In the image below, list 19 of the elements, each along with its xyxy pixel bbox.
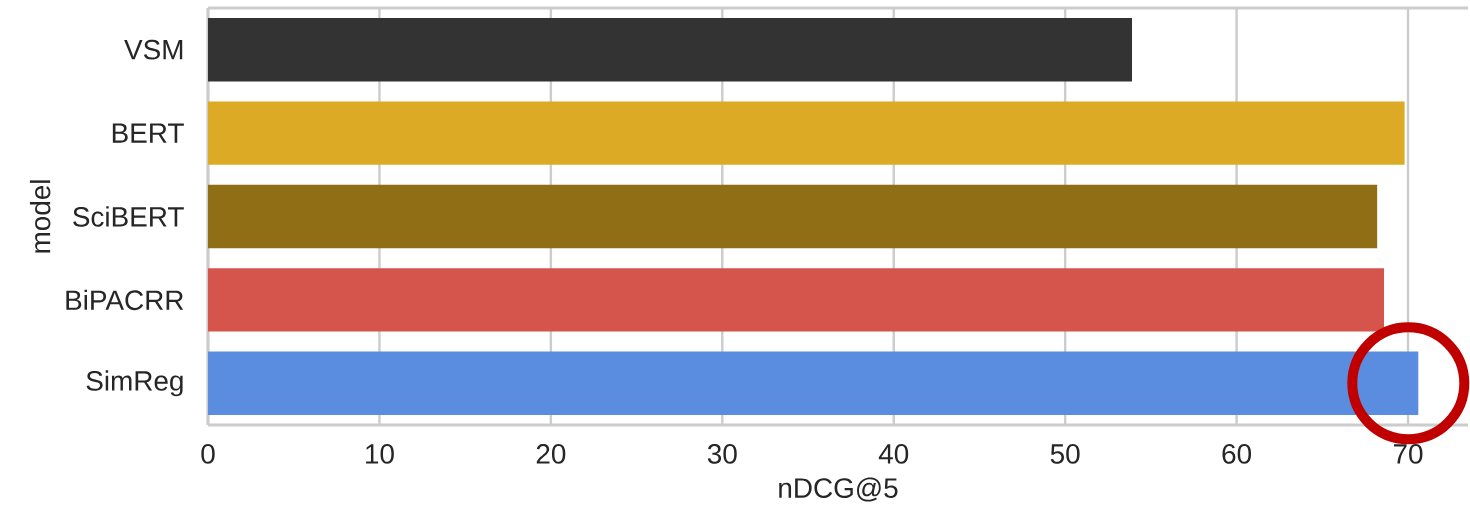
bar	[208, 18, 1133, 82]
x-tick-label: 0	[201, 444, 215, 464]
y-tick-label: SciBERT	[73, 206, 184, 227]
x-tick-label: 60	[1222, 444, 1252, 464]
y-tick-label: BERT	[112, 123, 184, 143]
x-axis-title: nDCG@5	[779, 477, 898, 502]
bar	[208, 268, 1385, 332]
x-tick-label: 70	[1393, 444, 1423, 464]
bar	[208, 101, 1405, 165]
x-tick-label: 30	[707, 444, 737, 464]
y-tick-label: BiPACRR	[66, 289, 184, 311]
x-tick-label: 10	[366, 444, 394, 464]
x-tick-label: 20	[536, 444, 566, 464]
x-tick-label: 40	[878, 444, 909, 464]
y-tick-label: VSM	[124, 39, 183, 60]
bar	[208, 184, 1378, 249]
x-tick-label: 50	[1050, 444, 1080, 464]
y-axis-title: model	[29, 180, 51, 253]
y-tick-label: SimReg	[86, 370, 183, 397]
